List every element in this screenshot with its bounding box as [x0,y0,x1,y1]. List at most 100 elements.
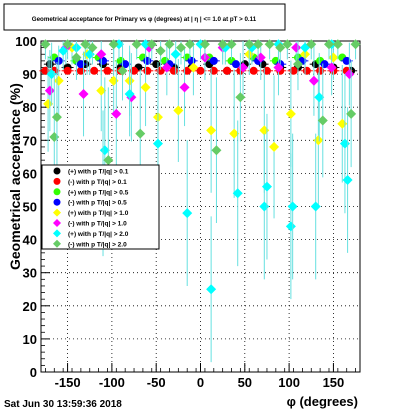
data-marks [39,39,361,363]
legend-label: (+) with p T/|q| > 0.5 [68,189,129,196]
data-point [108,39,119,50]
data-point [63,66,72,75]
data-point [140,39,151,50]
title-box-frame [3,3,286,31]
data-point [209,56,218,65]
legend-marker [53,239,61,248]
legend-items: (+) with p T/|q| > 0.1 (-) with p T/|q| >… [53,167,129,248]
x-tick-label: 100 [278,375,300,390]
chart-title: Geometrical acceptance for Primary vs φ … [32,16,257,23]
series-7 [40,39,361,257]
y-tick-label: 70 [23,133,37,148]
data-point [306,39,317,50]
data-point [41,66,50,75]
data-point [253,39,264,50]
data-point [87,42,98,53]
data-point [282,39,293,50]
y-tick-label: 80 [23,100,37,115]
data-point [328,52,339,63]
data-point [155,45,166,56]
data-point [326,62,337,73]
data-point [232,188,243,199]
y-tick-label: 20 [23,299,37,314]
x-tick-labels: -150 -100 -50 0 50 100 150 [55,375,345,390]
data-point [346,108,357,119]
data-point [176,42,187,53]
data-point [211,145,222,156]
legend-label: (-) with p T/|q| > 2.0 [68,241,127,248]
data-point [184,39,195,50]
y-tick-label: 40 [23,233,37,248]
data-point [76,60,85,69]
data-point [285,108,296,119]
y-tick-label: 50 [23,200,37,215]
legend-frame [41,164,160,250]
data-point [62,39,73,50]
y-axis-label: Geometrical acceptance (%) [7,83,23,270]
data-point [209,66,218,75]
legend-label: (-) with p T/|q| > 1.0 [68,221,127,228]
data-point [99,145,110,156]
data-point [285,221,296,232]
data-point [249,66,258,75]
data-point [291,42,302,53]
data-point [308,75,319,86]
data-point [317,115,328,126]
x-tick-label: 150 [323,375,345,390]
data-point [206,125,217,136]
data-point [152,60,161,69]
legend-label: (+) with p T/|q| > 2.0 [68,231,129,238]
data-point [231,60,240,69]
data-point [173,105,184,116]
data-point [314,92,325,103]
legend-label: (+) with p T/|q| > 1.0 [68,210,129,217]
legend-label: (+) with p T/|q| > 0.1 [68,169,129,176]
data-point [53,75,64,86]
data-point [188,62,199,73]
legend-label: (-) with p T/|q| > 0.1 [68,179,127,186]
data-point [289,66,298,75]
data-point [103,155,114,166]
data-point [196,66,205,75]
data-point [131,39,142,50]
data-point [269,141,280,152]
data-point [262,66,271,75]
data-point [261,181,272,192]
data-point [121,60,130,69]
y-tick-label: 30 [23,266,37,281]
data-point [143,66,152,75]
legend-label: (-) with p T/|q| > 0.5 [68,200,127,207]
data-point [43,98,54,109]
y-tick-label: 100 [15,34,37,49]
data-point [152,138,163,149]
y-tick-label: 90 [23,67,37,82]
data-point [264,39,275,50]
x-tick-label: -150 [55,375,81,390]
legend-marker [53,177,61,185]
legend-marker [53,198,61,206]
legend-marker [53,167,61,175]
data-point [223,66,232,75]
data-point [199,39,210,50]
data-point [164,39,175,50]
data-point [244,39,255,50]
data-point [111,108,122,119]
chart-title-box: Geometrical acceptance for Primary vs φ … [3,3,286,31]
data-point [182,208,193,219]
legend-marker [53,188,61,196]
data-point [179,82,190,93]
data-point [117,65,128,76]
data-point [113,39,124,50]
x-tick-label: 50 [238,375,252,390]
data-point [135,128,146,139]
data-point [292,59,303,70]
data-point [71,52,82,63]
data-point [58,45,69,56]
data-point [217,39,228,50]
x-tick-label: -100 [99,375,125,390]
data-point [140,82,151,93]
data-point [103,66,112,75]
data-point [124,88,135,99]
data-point [323,39,334,50]
